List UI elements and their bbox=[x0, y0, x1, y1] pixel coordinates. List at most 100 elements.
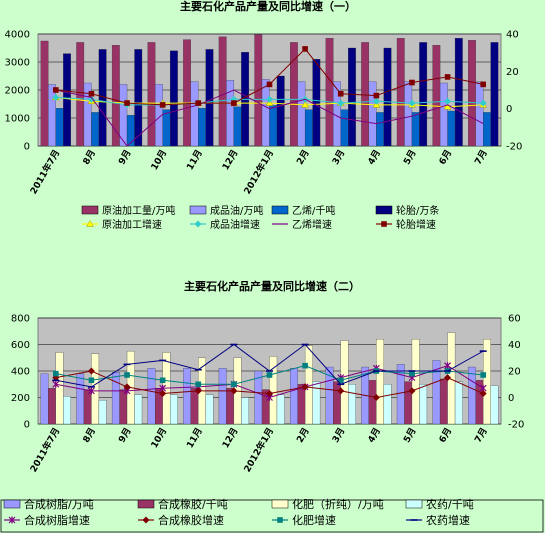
legend-label: 合成橡胶增速 bbox=[158, 513, 224, 527]
bar bbox=[411, 112, 420, 147]
bar bbox=[483, 339, 491, 425]
bar bbox=[205, 49, 214, 147]
bar bbox=[376, 339, 384, 425]
bar bbox=[297, 384, 306, 425]
y-right-tick-label: -20 bbox=[506, 142, 522, 153]
data-point bbox=[266, 372, 273, 378]
data-point bbox=[444, 97, 452, 105]
legend-label: 合成树脂增速 bbox=[24, 513, 90, 527]
y-left-tick-label: 400 bbox=[11, 367, 30, 378]
y-left-tick-label: 0 bbox=[24, 142, 30, 153]
x-tick-label: 7月 bbox=[473, 148, 490, 167]
bar bbox=[325, 38, 334, 147]
bar bbox=[169, 394, 178, 425]
legend-label: 轮胎/万条 bbox=[396, 204, 439, 217]
bar bbox=[376, 112, 384, 147]
bar bbox=[348, 384, 356, 425]
chart-2: 主要石化产品产量及同比增速（二） 0 200 400 600 800 -20 0 20 40 60 2… bbox=[0, 279, 544, 533]
series-line bbox=[55, 89, 484, 147]
data-point bbox=[301, 101, 309, 108]
x-tick-label: 8月 bbox=[81, 426, 98, 445]
chart-title: 主要石化产品产量及同比增速（二） bbox=[184, 279, 360, 293]
legend-label: 化肥增速 bbox=[292, 513, 336, 527]
data-point bbox=[444, 362, 452, 370]
legend-swatch bbox=[375, 205, 393, 215]
x-tick-label: 9月 bbox=[116, 148, 133, 167]
bar bbox=[233, 106, 242, 147]
bar bbox=[368, 380, 377, 425]
bar bbox=[419, 42, 428, 147]
bar bbox=[439, 378, 448, 425]
x-tick-label: 11月 bbox=[185, 426, 205, 450]
bar bbox=[368, 81, 377, 147]
data-point bbox=[159, 102, 166, 108]
data-point bbox=[124, 372, 130, 378]
legend-label: 农药增速 bbox=[426, 513, 470, 527]
legend-swatch bbox=[189, 205, 207, 215]
y-left-tick-label: 1000 bbox=[5, 114, 30, 125]
data-point bbox=[88, 377, 95, 384]
bar bbox=[383, 47, 392, 147]
data-point bbox=[195, 381, 202, 388]
x-tick-label: 3月 bbox=[330, 148, 347, 167]
bar bbox=[147, 42, 156, 147]
bar bbox=[411, 339, 420, 425]
bar bbox=[91, 353, 100, 425]
data-point bbox=[159, 377, 166, 384]
chart-1: 主要石化产品产量及同比增速（一） 0 1000 2000 3000 4000 -20 0 20 4… bbox=[5, 0, 523, 231]
data-point bbox=[337, 99, 345, 107]
x-tick-label: 11月 bbox=[185, 148, 205, 172]
bar bbox=[490, 385, 499, 425]
legend-label: 轮胎增速 bbox=[396, 218, 436, 231]
bar bbox=[276, 75, 285, 147]
x-tick-label: 3月 bbox=[330, 426, 347, 445]
data-point bbox=[408, 387, 416, 395]
data-point bbox=[266, 95, 273, 103]
legend-label: 成品油/万吨 bbox=[210, 204, 263, 217]
x-tick-label: 10月 bbox=[149, 148, 169, 172]
y-right-tick-label: -20 bbox=[508, 420, 524, 431]
data-point bbox=[231, 100, 237, 106]
bar bbox=[241, 397, 249, 425]
legend-swatch bbox=[3, 499, 21, 509]
data-point bbox=[409, 79, 415, 86]
x-tick-label: 2012年1月 bbox=[241, 426, 276, 475]
legend-swatch bbox=[405, 499, 423, 509]
x-tick-label: 4月 bbox=[366, 426, 383, 445]
data-point bbox=[372, 394, 380, 401]
x-tick-label: 5月 bbox=[401, 148, 418, 167]
bar bbox=[383, 384, 392, 425]
bar bbox=[432, 45, 441, 147]
bar bbox=[205, 394, 214, 425]
legend-marker bbox=[381, 221, 387, 227]
data-point bbox=[52, 380, 60, 388]
bar bbox=[218, 36, 227, 147]
data-point bbox=[337, 387, 345, 395]
legend-marker bbox=[277, 517, 283, 523]
data-point bbox=[480, 372, 486, 378]
bar bbox=[276, 394, 285, 425]
bar bbox=[198, 108, 206, 147]
bar bbox=[396, 38, 405, 147]
data-point bbox=[408, 99, 416, 107]
data-point bbox=[479, 99, 487, 107]
bar bbox=[162, 109, 171, 147]
bar bbox=[312, 381, 321, 425]
data-point bbox=[372, 97, 380, 105]
data-point bbox=[266, 390, 273, 398]
legend-label: 成品油增速 bbox=[210, 218, 260, 231]
bar bbox=[340, 109, 349, 147]
x-tick-label: 6月 bbox=[437, 148, 454, 167]
x-tick-label: 2月 bbox=[295, 426, 312, 445]
data-point bbox=[301, 383, 309, 391]
legend-label: 合成橡胶/千吨 bbox=[158, 497, 228, 511]
data-point bbox=[302, 46, 308, 52]
bar bbox=[404, 381, 413, 425]
bar bbox=[304, 109, 313, 147]
legend-label: 合成树脂/万吨 bbox=[24, 497, 94, 511]
x-tick-label: 10月 bbox=[149, 426, 169, 450]
y-left-tick-label: 3000 bbox=[5, 58, 30, 69]
bar bbox=[147, 368, 156, 425]
legend-marker bbox=[142, 516, 150, 524]
